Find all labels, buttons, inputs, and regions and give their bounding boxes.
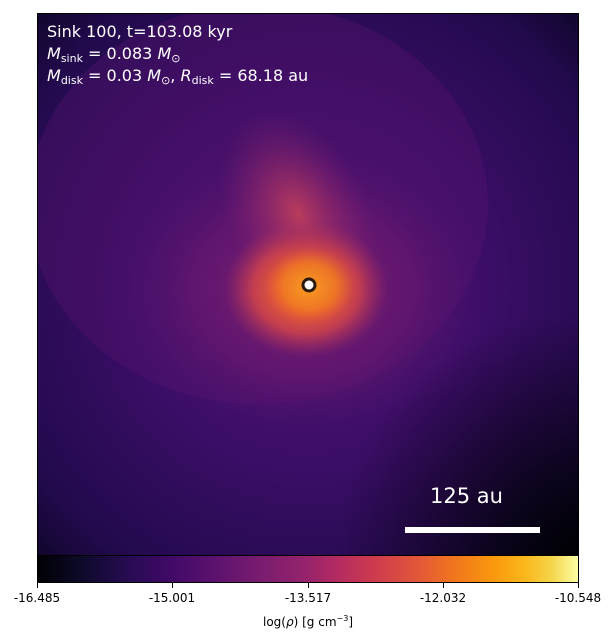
colorbar-tick-label: -12.032 <box>419 591 467 605</box>
colorbar-tick <box>37 583 38 588</box>
colorbar-tick <box>443 583 444 588</box>
sink-mass-annotation: Msink = 0.083 M⊙ <box>47 44 181 65</box>
colorbar-tick <box>172 583 173 588</box>
colorbar-tick-label: -15.001 <box>148 591 196 605</box>
colorbar <box>37 555 579 583</box>
density-map <box>38 14 578 555</box>
disk-annotation: Mdisk = 0.03 M⊙, Rdisk = 68.18 au <box>47 66 309 87</box>
scale-bar-label: 125 au <box>430 484 503 508</box>
colorbar-tick <box>308 583 309 588</box>
title-annotation: Sink 100, t=103.08 kyr <box>47 22 233 41</box>
sink-marker <box>301 277 317 293</box>
colorbar-tick-label: -10.548 <box>554 591 602 605</box>
density-map-panel: Sink 100, t=103.08 kyr Msink = 0.083 M⊙ … <box>37 13 579 556</box>
colorbar-tick-label: -16.485 <box>13 591 61 605</box>
colorbar-label: log(ρ) [g cm−3] <box>263 614 353 629</box>
colorbar-tick <box>578 583 579 588</box>
colorbar-tick-label: -13.517 <box>284 591 332 605</box>
scale-bar <box>405 527 540 533</box>
